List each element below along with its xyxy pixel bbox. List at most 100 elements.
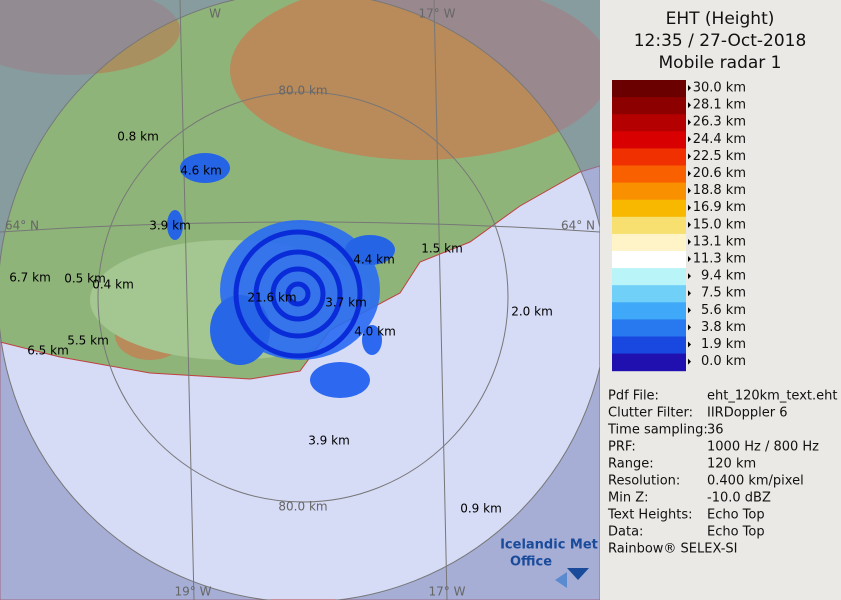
meridian — [433, 0, 448, 600]
echo-area — [180, 153, 230, 183]
grid-label: 80.0 km — [278, 84, 327, 98]
echo-label: 4.4 km — [353, 253, 395, 267]
info-label: Clutter Filter: — [608, 406, 693, 421]
echo-label: 2.0 km — [511, 305, 553, 319]
scale-label: 26.3 km — [693, 115, 746, 130]
scale-label: 5.6 km — [701, 303, 746, 318]
scale-swatch — [612, 182, 686, 201]
scale-label: 28.1 km — [693, 98, 746, 113]
scale-label: 20.6 km — [693, 166, 746, 181]
info-label: Range: — [608, 457, 654, 472]
scale-swatch — [612, 97, 686, 115]
scale-label: 7.5 km — [701, 286, 746, 301]
info-value: eht_120km_text.eht — [707, 389, 837, 404]
scale-label: 18.8 km — [693, 183, 746, 198]
info-value: Echo Top — [707, 508, 765, 523]
info-value: IIRDoppler 6 — [707, 406, 788, 421]
range-ring — [97, 91, 509, 503]
echo-ring — [285, 281, 311, 307]
scale-label: 30.0 km — [693, 81, 746, 96]
echo-ring — [270, 266, 326, 322]
echo-area — [345, 235, 395, 265]
info-value: 120 km — [707, 457, 756, 472]
echo-label: 3.7 km — [325, 296, 367, 310]
scale-label: 0.0 km — [701, 354, 746, 369]
info-label: Pdf File: — [608, 389, 659, 404]
radar-map: Icelandic Met Office 80.0 km 80.0 km 64° N… — [0, 0, 600, 600]
title: Mobile radar 1 — [659, 53, 782, 73]
scale-swatch — [612, 353, 686, 372]
echoes — [167, 153, 395, 398]
scale-label: 9.4 km — [701, 269, 746, 284]
echo-area — [362, 325, 382, 355]
echo-area — [310, 362, 370, 398]
scale-swatch — [612, 336, 686, 355]
scale-swatch — [612, 199, 686, 218]
info-value: -10.0 dBZ — [707, 491, 771, 506]
logo-text: Office — [510, 555, 552, 570]
scale-swatch — [612, 319, 686, 337]
range-mask — [0, 0, 600, 600]
grid-label: 17° W — [429, 585, 466, 599]
footer: Rainbow® SELEX-SI — [608, 542, 738, 557]
echo-label: 1.5 km — [421, 242, 463, 256]
info-value: 36 — [707, 423, 724, 438]
scale-label: 22.5 km — [693, 149, 746, 164]
scale-swatch — [612, 216, 686, 235]
scale-tick — [688, 136, 691, 143]
scale-tick — [688, 187, 691, 194]
info-label: Text Heights: — [607, 508, 693, 523]
scale-tick — [688, 204, 691, 211]
info-value: 0.400 km/pixel — [707, 474, 804, 489]
scale-tick — [688, 324, 691, 331]
scale-tick — [688, 102, 691, 109]
scale-swatch — [612, 251, 686, 269]
logo-text: Icelandic Met — [500, 538, 598, 553]
info-label: Data: — [608, 525, 643, 540]
info-label: Resolution: — [608, 474, 680, 489]
echo-label: 4.0 km — [354, 325, 396, 339]
logo-mark — [567, 568, 589, 580]
echo-label: 0.9 km — [460, 502, 502, 516]
scale-label: 16.9 km — [693, 200, 746, 215]
echo-ring — [253, 249, 343, 339]
scale-swatch — [612, 165, 686, 184]
meridian — [179, 0, 195, 600]
scale-tick — [688, 153, 691, 160]
scale-tick — [688, 85, 691, 91]
scale-tick — [688, 221, 691, 228]
scale-tick — [688, 341, 691, 348]
scale-swatch — [612, 302, 686, 320]
echo-label: 3.9 km — [308, 434, 350, 448]
scale-tick — [688, 273, 691, 280]
echo-label: 4.6 km — [180, 164, 222, 178]
echo-area — [210, 295, 270, 365]
grid-label: 19° W — [175, 585, 212, 599]
scale-label: 11.3 km — [693, 252, 746, 267]
scale-tick — [688, 307, 691, 314]
scale-swatch — [612, 148, 686, 166]
echo-label: 0.4 km — [92, 278, 134, 292]
info-label: Min Z: — [608, 491, 649, 506]
echo-label: 5.5 km — [67, 334, 109, 348]
scale-label: 1.9 km — [701, 337, 746, 352]
echo-area — [167, 210, 183, 240]
echo-ring — [233, 229, 363, 359]
info-value: Echo Top — [707, 525, 765, 540]
title: EHT (Height) — [666, 9, 775, 29]
scale-tick — [688, 119, 691, 126]
info-label: PRF: — [608, 440, 636, 455]
echo-label: 6.5 km — [27, 344, 69, 358]
scale-label: 24.4 km — [693, 132, 746, 147]
echo-label: 3.9 km — [149, 219, 191, 233]
info-label: Time sampling: — [607, 423, 708, 438]
scale-tick — [688, 256, 691, 262]
scale-swatch — [612, 233, 686, 252]
grid-label: 80.0 km — [278, 500, 327, 514]
scale-swatch — [612, 80, 686, 98]
grid-label: 64° N — [5, 219, 39, 233]
scale-label: 13.1 km — [693, 234, 746, 249]
echo-label: 0.5 km — [64, 272, 106, 286]
echo-label: 6.7 km — [9, 271, 51, 285]
grid-label: 17° W — [419, 7, 456, 21]
